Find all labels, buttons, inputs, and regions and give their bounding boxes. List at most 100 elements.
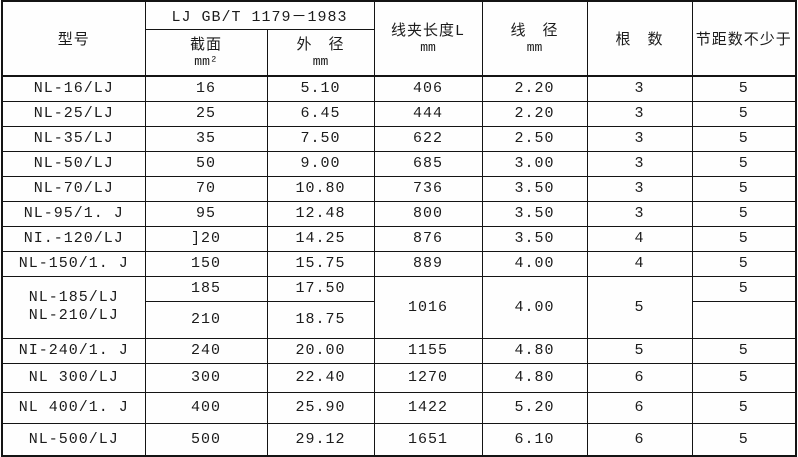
table-row: NL 300/LJ 300 22.40 1270 4.80 6 5 — [1, 362, 797, 393]
table-cell: 4.80 — [481, 362, 588, 393]
header-clamp-length: 线夹长度L mm — [373, 0, 483, 77]
table-cell: 5 — [691, 175, 797, 202]
clamp-length-label: 线夹长度L — [390, 23, 465, 40]
header-cross-section: 截面 mm² — [144, 28, 268, 77]
table-cell: 17.50 — [266, 275, 375, 302]
table-cell: 14.25 — [266, 225, 375, 252]
table-cell: 5 — [691, 100, 797, 127]
table-cell: 5 — [691, 422, 797, 457]
table-cell: 3.50 — [481, 175, 588, 202]
table-cell: NL-500/LJ — [1, 422, 146, 457]
table-cell: ]20 — [144, 225, 268, 252]
table-cell: 3 — [586, 200, 693, 227]
table-cell: 4 — [586, 225, 693, 252]
table-cell: 4 — [586, 250, 693, 277]
table-cell-line: NL-210/LJ — [28, 307, 119, 324]
table-cell: 4.00 — [481, 275, 588, 339]
header-model: 型号 — [1, 0, 146, 77]
table-cell: 1155 — [373, 337, 483, 364]
table-row: NL-500/LJ 500 29.12 1651 6.10 6 5 — [1, 422, 797, 457]
table-cell: NI.-120/LJ — [1, 225, 146, 252]
header-outer-diameter: 外 径 mm — [266, 28, 375, 77]
table-cell: NL-35/LJ — [1, 125, 146, 152]
table-cell: NL-185/LJ NL-210/LJ — [1, 275, 146, 339]
table-row: NL-95/1. J 95 12.48 800 3.50 3 5 — [1, 200, 797, 227]
table-cell: 6 — [586, 422, 693, 457]
header-standard: LJ GB/T 1179－1983 — [144, 0, 375, 30]
table-cell: 2.20 — [481, 75, 588, 102]
cross-section-unit: mm² — [194, 53, 218, 69]
table-cell: 16 — [144, 75, 268, 102]
table-cell: 4.00 — [481, 250, 588, 277]
table-cell: 3.50 — [481, 200, 588, 227]
table-cell: 3 — [586, 125, 693, 152]
table-cell: 3 — [586, 175, 693, 202]
header-wire-diameter: 线 径 mm — [481, 0, 588, 77]
table-cell: NL-16/LJ — [1, 75, 146, 102]
table-cell: 5 — [691, 225, 797, 252]
table-row: NL-185/LJ NL-210/LJ 185 17.50 1016 4.00 5 5 — [1, 275, 797, 339]
table-cell: 240 — [144, 337, 268, 364]
table-cell: 5 — [691, 337, 797, 364]
table-cell: 800 — [373, 200, 483, 227]
table-row: NL-16/LJ 16 5.10 406 2.20 3 5 — [1, 75, 797, 102]
table-row: NL-70/LJ 70 10.80 736 3.50 3 5 — [1, 175, 797, 202]
table-cell: 685 — [373, 150, 483, 177]
table-cell: 12.48 — [266, 200, 375, 227]
table-cell: 3 — [586, 100, 693, 127]
outer-diameter-label: 外 径 — [296, 36, 345, 54]
table-cell: 22.40 — [266, 362, 375, 393]
table-cell: NL-25/LJ — [1, 100, 146, 127]
table-cell: 4.80 — [481, 337, 588, 364]
table-cell: 622 — [373, 125, 483, 152]
table-cell: 736 — [373, 175, 483, 202]
table-cell: 5 — [691, 250, 797, 277]
table-cell: 300 — [144, 362, 268, 393]
table-cell: 1016 — [373, 275, 483, 339]
table-row: NL-35/LJ 35 7.50 622 2.50 3 5 — [1, 125, 797, 152]
table-cell: 7.50 — [266, 125, 375, 152]
table-cell: 400 — [144, 391, 268, 424]
table-cell: NL-150/1. J — [1, 250, 146, 277]
table-cell: 889 — [373, 250, 483, 277]
table-cell: 444 — [373, 100, 483, 127]
table-cell: 5.10 — [266, 75, 375, 102]
table-cell: 6.10 — [481, 422, 588, 457]
table-cell: 9.00 — [266, 150, 375, 177]
table-cell: 5 — [586, 275, 693, 339]
table-row: NI.-120/LJ]20 14.25 876 3.50 4 5 — [1, 225, 797, 252]
cross-section-label: 截面 — [189, 36, 222, 54]
table-cell: 3.00 — [481, 150, 588, 177]
table-cell: NL-50/LJ — [1, 150, 146, 177]
table-cell: 5.20 — [481, 391, 588, 424]
table-cell: 1422 — [373, 391, 483, 424]
table-cell: 5 — [586, 337, 693, 364]
table-cell: 18.75 — [266, 300, 375, 339]
header-pitch-count: 节距数不少于 — [691, 0, 797, 77]
table-cell: 5 — [691, 150, 797, 177]
table-cell: 500 — [144, 422, 268, 457]
outer-diameter-unit: mm — [312, 53, 329, 69]
table-cell: NL-70/LJ — [1, 175, 146, 202]
table-cell: 1651 — [373, 422, 483, 457]
table-cell: NL 300/LJ — [1, 362, 146, 393]
table-cell: 10.80 — [266, 175, 375, 202]
table-cell: 5 — [691, 362, 797, 393]
clamp-length-unit: mm — [420, 40, 436, 55]
table-cell: 210 — [144, 300, 268, 339]
table-cell: 50 — [144, 150, 268, 177]
table-cell: 70 — [144, 175, 268, 202]
header-strand-count: 根 数 — [586, 0, 693, 77]
table-cell: 5 — [691, 125, 797, 152]
wire-diameter-label: 线 径 — [510, 23, 559, 40]
table-cell: 2.20 — [481, 100, 588, 127]
table-cell: 3.50 — [481, 225, 588, 252]
table-cell: 6.45 — [266, 100, 375, 127]
table-cell: 6 — [586, 362, 693, 393]
table-cell: 15.75 — [266, 250, 375, 277]
table-cell: 95 — [144, 200, 268, 227]
table-cell — [691, 300, 797, 339]
table-cell: 3 — [586, 75, 693, 102]
